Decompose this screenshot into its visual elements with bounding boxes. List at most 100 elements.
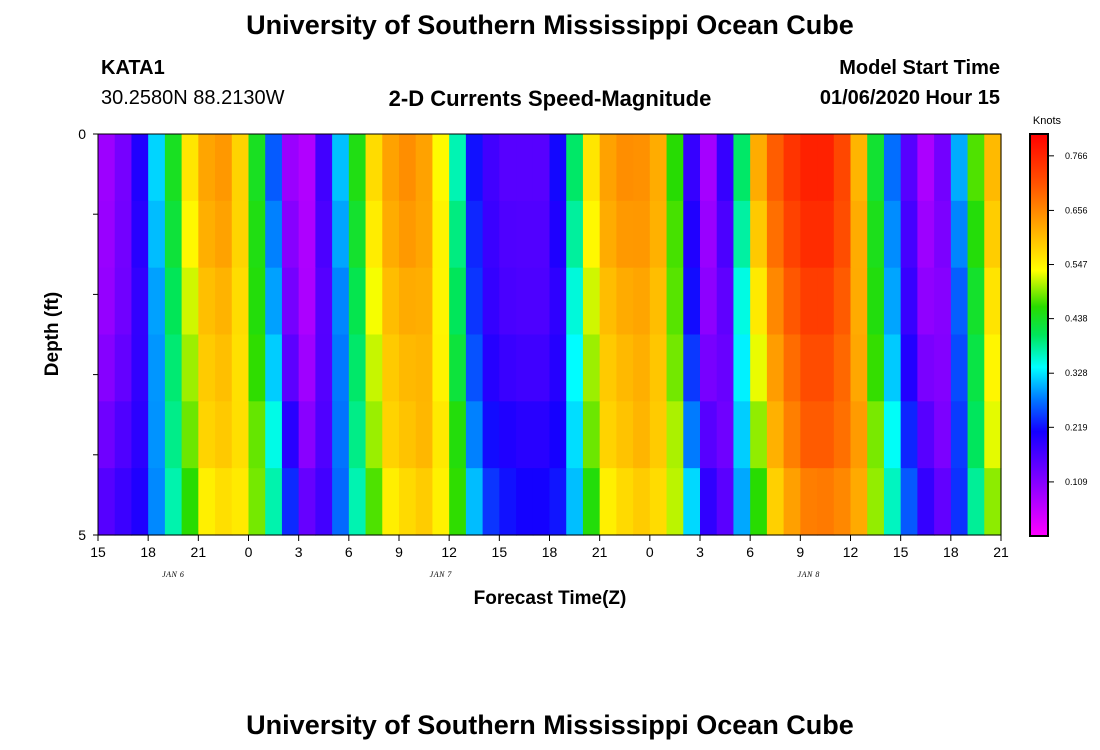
- heat-cell: [198, 200, 216, 269]
- heat-cell: [281, 267, 300, 336]
- heat-cell: [850, 401, 868, 469]
- heat-cell: [984, 200, 1002, 269]
- heat-cell: [482, 468, 500, 536]
- heat-cell: [582, 267, 601, 336]
- heat-cell: [900, 334, 918, 402]
- heat-cell: [867, 334, 885, 402]
- heat-cell: [348, 468, 367, 536]
- heat-cell: [683, 267, 701, 336]
- heat-cell: [566, 468, 584, 536]
- x-tick-label: 6: [746, 544, 754, 560]
- x-tick-label: 21: [592, 544, 608, 560]
- heat-cell: [716, 267, 735, 336]
- heat-cell: [566, 401, 584, 469]
- heat-cell: [683, 134, 701, 202]
- heat-cell: [315, 200, 333, 269]
- heat-cell: [549, 334, 567, 402]
- heat-cell: [900, 200, 918, 269]
- heat-cell: [114, 334, 133, 402]
- heat-cell: [783, 334, 801, 402]
- heat-cell: [365, 267, 383, 336]
- heat-cell: [465, 134, 484, 202]
- x-tick-label: 9: [395, 544, 403, 560]
- heat-cell: [716, 134, 735, 202]
- heat-cell: [482, 334, 500, 402]
- heat-cell: [231, 267, 250, 336]
- x-date-label: JAN 7: [430, 570, 453, 579]
- heat-cell: [449, 200, 467, 269]
- heat-cell: [248, 267, 266, 336]
- heat-cell: [482, 401, 500, 469]
- heat-cell: [950, 134, 969, 202]
- heat-cell: [566, 134, 584, 202]
- heat-cell: [516, 134, 534, 202]
- heat-cell: [666, 200, 684, 269]
- heat-cell: [382, 468, 400, 536]
- heat-cell: [532, 134, 551, 202]
- heat-cell: [298, 267, 316, 336]
- x-tick-label: 12: [843, 544, 859, 560]
- heat-cell: [382, 401, 400, 469]
- heat-cell: [950, 468, 969, 536]
- y-axis-title: Depth (ft): [42, 292, 63, 376]
- heat-cell: [750, 134, 768, 202]
- colorbar-tick-label: 0.438: [1065, 314, 1088, 324]
- heat-cell: [332, 334, 350, 402]
- x-tick-label: 15: [893, 544, 909, 560]
- heat-cell: [482, 267, 500, 336]
- heat-cell: [449, 401, 467, 469]
- heat-cell: [750, 334, 768, 402]
- colorbar-tick-label: 0.109: [1065, 477, 1088, 487]
- heat-cell: [967, 334, 985, 402]
- heat-cell: [298, 334, 316, 402]
- heat-cell: [365, 401, 383, 469]
- heat-cell: [164, 134, 183, 202]
- heat-cell: [633, 200, 651, 269]
- heat-cell: [449, 468, 467, 536]
- heat-cell: [482, 200, 500, 269]
- heat-cell: [465, 468, 484, 536]
- heat-cell: [549, 134, 567, 202]
- heat-cell: [348, 134, 367, 202]
- heat-cell: [700, 267, 718, 336]
- heat-cell: [181, 401, 199, 469]
- heat-cell: [198, 401, 216, 469]
- heat-cell: [348, 334, 367, 402]
- heat-cell: [833, 334, 852, 402]
- heat-cell: [98, 401, 116, 469]
- heat-cell: [566, 267, 584, 336]
- heat-cell: [198, 334, 216, 402]
- heat-cell: [148, 334, 166, 402]
- heat-cell: [683, 468, 701, 536]
- heat-cell: [432, 134, 450, 202]
- heat-cell: [365, 468, 383, 536]
- heat-cell: [883, 468, 902, 536]
- heat-cell: [649, 134, 668, 202]
- plot-title: 2-D Currents Speed-Magnitude: [388, 86, 712, 111]
- heat-cell: [164, 334, 183, 402]
- colorbar: [1029, 133, 1049, 537]
- heat-cell: [549, 200, 567, 269]
- heat-cell: [649, 401, 668, 469]
- heat-cell: [683, 200, 701, 269]
- heat-cell: [599, 267, 617, 336]
- heat-cell: [867, 468, 885, 536]
- heat-cell: [298, 134, 316, 202]
- heat-cell: [766, 134, 785, 202]
- x-tick-label: 18: [943, 544, 959, 560]
- heat-cell: [332, 401, 350, 469]
- heat-cell: [432, 200, 450, 269]
- heat-cell: [783, 134, 801, 202]
- heat-cell: [733, 468, 751, 536]
- heat-cell: [465, 200, 484, 269]
- colorbar-tick-label: 0.328: [1065, 368, 1088, 378]
- heat-cell: [883, 334, 902, 402]
- heat-cell: [432, 267, 450, 336]
- heat-cell: [215, 401, 233, 469]
- heat-cell: [248, 200, 266, 269]
- heat-cell: [549, 401, 567, 469]
- x-axis-ticks: 15 18 21 0 3 6 9 12 15 18 21 0 3 6 9 12 15 18 21 JAN 6 JAN 7…: [90, 535, 1009, 579]
- heat-cell: [917, 401, 935, 469]
- heat-cell: [415, 134, 434, 202]
- heat-cell: [716, 334, 735, 402]
